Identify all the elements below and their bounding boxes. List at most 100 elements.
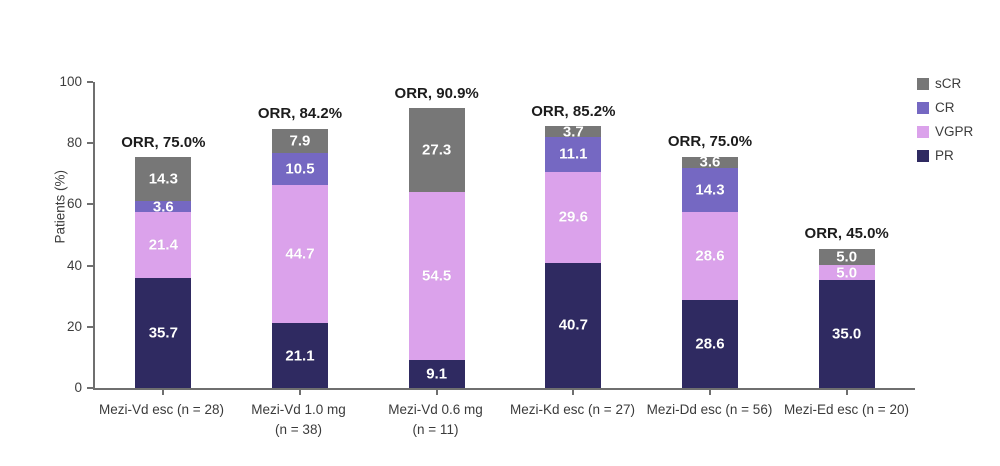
bar-column: 9.1 54.5 27.3 ORR, 90.9% [368,82,505,395]
x-axis-label: Mezi-Dd esc (n = 56) [641,400,778,440]
bar-segment-pr: 21.1 [271,323,328,388]
bar-segment-scr: 3.7 [545,123,602,141]
legend-label: VGPR [935,124,974,139]
bar-segment-value: 7.9 [289,132,311,150]
bar-segment-value: 21.1 [285,347,315,364]
bar-segment-scr: 14.3 [135,157,192,202]
bar-segment-vgpr: 44.7 [271,185,328,324]
ytick-label: 40 [66,257,82,273]
bar-segment-value: 9.1 [426,365,448,383]
bar-segment-value: 3.6 [152,198,174,216]
orr-annotation: ORR, 85.2% [531,102,616,120]
bar-column: 40.7 29.6 11.1 3.7 ORR, 85.2% [505,82,642,395]
bar-segment-vgpr: 21.4 [135,212,192,279]
x-axis-label-line2: (n = 38) [275,422,322,437]
ytick-label: 20 [66,318,82,334]
legend-label: PR [935,148,954,163]
x-axis-label: Mezi-Vd esc (n = 28) [93,400,230,440]
bar-column: 28.6 28.6 14.3 3.6 ORR, 75.0% [642,82,779,395]
stacked-bar: 35.0 5.0 5.0 [818,248,875,388]
bar-segment-vgpr: 28.6 [681,211,738,300]
bar-segment-pr: 28.6 [681,299,738,388]
stacked-bar: 28.6 28.6 14.3 3.6 [681,153,738,388]
xtick-mark [845,390,848,395]
stacked-bar: 35.7 21.4 3.6 14.3 [135,157,192,388]
bar-segment-value: 35.0 [832,325,862,343]
ytick-mark [87,81,93,83]
x-axis-label-line1: Mezi-Vd esc (n = 28) [99,402,224,417]
ytick-label: 60 [66,196,82,212]
bar-segment-value: 27.3 [422,141,452,159]
legend-item-scr: sCR [917,72,973,96]
bar-segment-pr: 40.7 [545,262,602,388]
ytick-label: 0 [74,380,82,395]
bar-segment-value: 5.0 [836,248,858,266]
bar-column: 21.1 44.7 10.5 7.9 ORR, 84.2% [232,82,369,395]
x-axis-label: Mezi-Ed esc (n = 20) [778,400,915,440]
x-axis-label: Mezi-Vd 0.6 mg (n = 11) [367,400,504,440]
bar-segment-value: 11.1 [559,145,588,163]
legend-swatch-cr [917,102,929,114]
legend-swatch-vgpr [917,126,929,138]
orr-annotation: ORR, 75.0% [667,133,753,151]
orr-annotation: ORR, 45.0% [804,225,889,243]
ytick-mark [87,387,93,389]
x-axis-label-line1: Mezi-Kd esc (n = 27) [510,402,635,417]
orr-annotation: ORR, 75.0% [121,133,206,151]
orr-annotation: ORR, 84.2% [257,105,343,123]
bar-segment-value: 28.6 [695,247,725,265]
legend: sCR CR VGPR PR [917,72,973,168]
x-axis-label-line2: (n = 11) [412,422,459,437]
bar-segment-value: 29.6 [558,208,588,226]
bar-segment-vgpr: 54.5 [408,192,465,360]
x-axis-label: Mezi-Kd esc (n = 27) [504,400,641,440]
legend-swatch-scr [917,78,929,90]
x-axis-label: Mezi-Vd 1.0 mg (n = 38) [230,400,367,440]
x-axis-label-line1: Mezi-Vd 0.6 mg [388,402,483,417]
bar-segment-value: 35.7 [148,324,178,342]
bar-segment-value: 10.5 [285,160,315,178]
bar-segment-scr: 7.9 [271,128,328,154]
legend-swatch-pr [917,150,929,162]
xtick-mark [572,390,575,395]
legend-item-vgpr: VGPR [917,120,973,144]
bar-segment-cr: 11.1 [545,137,602,172]
bar-segment-pr: 35.0 [818,280,875,388]
bar-segment-value: 28.6 [695,335,725,353]
bar-segment-cr: 14.3 [681,167,738,212]
bar-segment-value: 54.5 [422,267,452,285]
xtick-mark [435,390,438,395]
bar-segment-pr: 9.1 [408,359,465,388]
bar-segment-value: 3.7 [562,123,584,141]
ytick-label: 80 [66,135,82,151]
legend-label: CR [935,100,955,115]
stacked-bar: 9.1 54.5 27.3 [408,108,465,388]
bar-segment-scr: 27.3 [408,108,465,193]
bar-segment-value: 14.3 [148,170,178,188]
legend-item-pr: PR [917,144,973,168]
x-axis-label-line1: Mezi-Dd esc (n = 56) [646,402,773,417]
bar-segment-pr: 35.7 [135,278,192,388]
bar-column: 35.7 21.4 3.6 14.3 ORR, 75.0% [95,82,232,395]
plot-area: 0 20 40 60 80 100 35.7 21.4 3.6 14.3 ORR, 75.0% 21.… [59,75,915,395]
bar-column: 35.0 5.0 5.0 ORR, 45.0% [778,82,915,395]
bar-segment-vgpr: 5.0 [818,264,875,281]
xtick-mark [162,390,165,395]
stacked-bar: 40.7 29.6 11.1 3.7 [545,123,602,388]
bar-segment-value: 14.3 [695,181,725,199]
orr-annotation: ORR, 90.9% [394,84,479,102]
legend-label: sCR [935,76,962,91]
bar-segment-value: 3.6 [699,153,721,171]
stacked-bar: 21.1 44.7 10.5 7.9 [271,128,328,388]
x-axis-label-line1: Mezi-Ed esc (n = 20) [784,402,909,417]
ytick-mark [87,142,93,145]
xtick-mark [708,390,711,395]
bar-segment-cr: 3.6 [135,198,192,216]
x-axis-label-line1: Mezi-Vd 1.0 mg [251,402,346,417]
ytick-mark [87,203,93,206]
x-axis-labels: Mezi-Vd esc (n = 28) Mezi-Vd 1.0 mg (n = 3… [93,400,915,440]
y-axis-title: Patients (%) [52,169,68,244]
bar-segment-value: 21.4 [148,236,178,254]
ytick-label: 100 [59,74,82,89]
